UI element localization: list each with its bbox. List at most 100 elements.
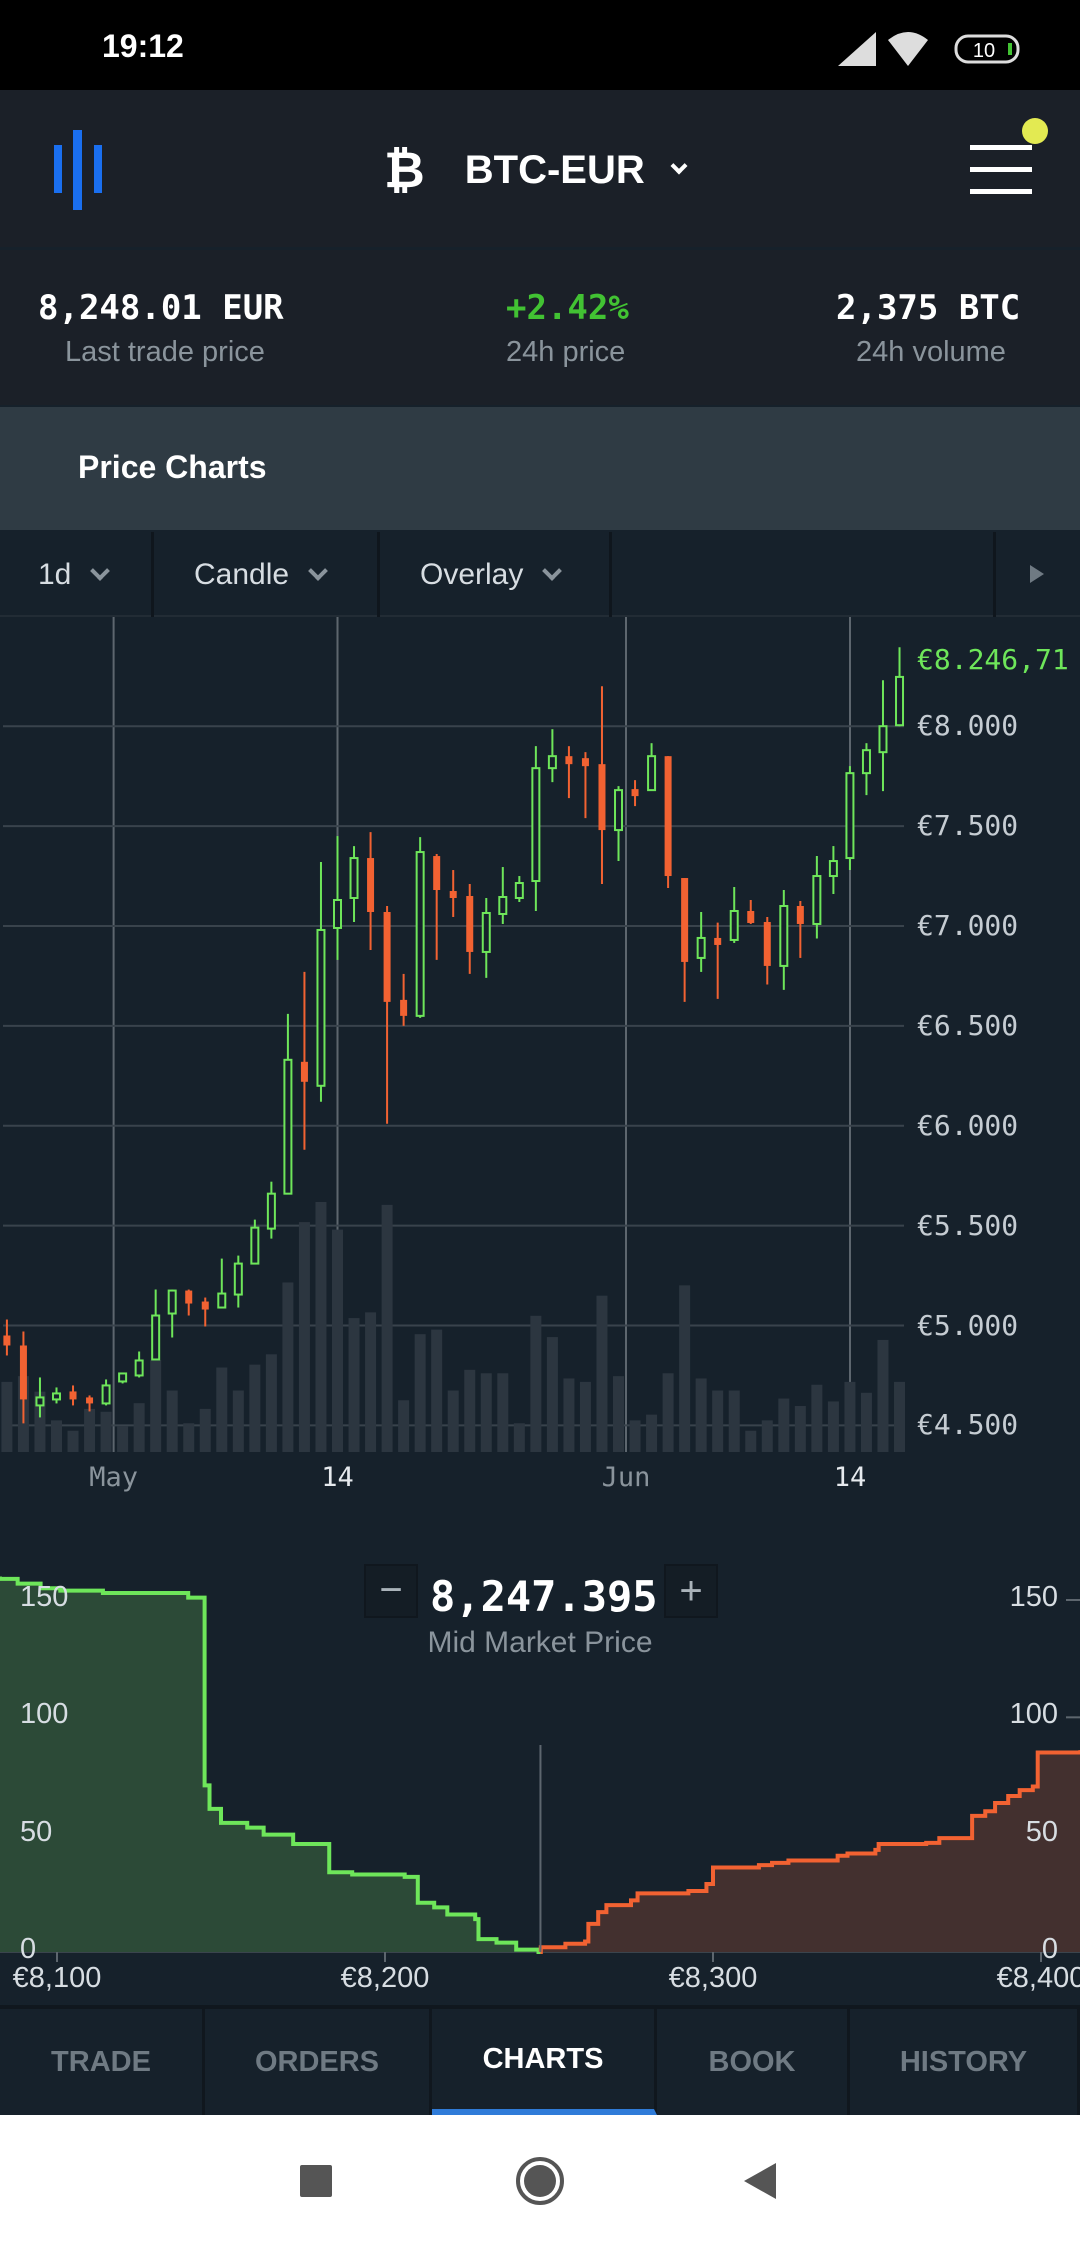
candle[interactable] [714, 922, 722, 999]
candle[interactable] [51, 1387, 61, 1404]
chevron-down-icon [90, 560, 111, 581]
tab-book[interactable]: BOOK [657, 2009, 850, 2115]
candle[interactable] [86, 1395, 94, 1412]
candle[interactable] [796, 901, 804, 958]
candle[interactable] [547, 729, 557, 783]
candle[interactable] [316, 862, 326, 1102]
chart-type-dropdown[interactable]: Candle [154, 532, 380, 617]
candle[interactable] [3, 1319, 11, 1356]
zoom-in-button[interactable]: + [664, 1564, 718, 1618]
recents-square-icon[interactable] [300, 2165, 332, 2197]
candle-body [367, 858, 375, 912]
candle[interactable] [433, 854, 441, 960]
candle[interactable] [349, 846, 359, 922]
candle[interactable] [217, 1258, 227, 1309]
candle-body [151, 1314, 161, 1361]
candle[interactable] [845, 766, 855, 871]
candle-body [729, 909, 739, 941]
candle[interactable] [763, 916, 771, 985]
volume-bar [365, 1312, 377, 1452]
candle[interactable] [614, 786, 624, 862]
signal-icon [838, 32, 876, 66]
candle[interactable] [101, 1379, 111, 1406]
zoom-out-button[interactable]: − [364, 1564, 418, 1618]
candle[interactable] [250, 1219, 260, 1265]
candle-body [812, 875, 822, 925]
candle[interactable] [400, 973, 408, 1026]
candle[interactable] [779, 890, 789, 990]
tab-orders[interactable]: ORDERS [205, 2009, 432, 2115]
depth-chart[interactable] [0, 1520, 1080, 2005]
candle[interactable] [696, 911, 706, 972]
candle[interactable] [300, 971, 308, 1150]
candle[interactable] [664, 756, 672, 889]
candle[interactable] [415, 837, 425, 1018]
candle[interactable] [878, 680, 888, 792]
mid-market-label: Mid Market Price [427, 1626, 653, 1659]
candle[interactable] [498, 867, 508, 924]
candlestick-chart[interactable] [0, 617, 1080, 1517]
candle[interactable] [514, 876, 524, 902]
candle[interactable] [383, 905, 391, 1124]
candle[interactable] [565, 746, 573, 799]
candle[interactable] [531, 746, 541, 911]
tab-history[interactable]: HISTORY [850, 2009, 1080, 2115]
overlay-dropdown[interactable]: Overlay [380, 532, 612, 617]
candle[interactable] [828, 846, 838, 895]
candle-body [283, 1058, 293, 1195]
candle[interactable] [895, 647, 905, 727]
candle[interactable] [35, 1377, 45, 1418]
candle[interactable] [233, 1255, 243, 1308]
candle[interactable] [118, 1372, 128, 1384]
candle-body [217, 1292, 227, 1309]
candle[interactable] [69, 1385, 77, 1406]
candle[interactable] [861, 743, 871, 796]
tab-trade[interactable]: TRADE [0, 2009, 205, 2115]
candle[interactable] [812, 856, 822, 939]
candle[interactable] [647, 743, 657, 792]
logo-bars-icon[interactable] [54, 130, 108, 210]
candle[interactable] [367, 832, 375, 950]
candle[interactable] [449, 870, 457, 917]
chevron-down-icon [542, 560, 563, 581]
stat-label: Last trade price [65, 336, 265, 368]
candle[interactable] [333, 836, 342, 960]
scroll-right-arrow-icon[interactable] [1030, 565, 1044, 583]
pair-selector[interactable]: ₿ BTC-EUR [384, 130, 688, 210]
candle[interactable] [631, 780, 639, 807]
tab-charts[interactable]: CHARTS [432, 2009, 657, 2115]
candle-body [631, 789, 639, 797]
candle[interactable] [747, 900, 755, 924]
candle-body [51, 1392, 61, 1401]
candle[interactable] [167, 1289, 177, 1338]
home-circle-icon[interactable] [516, 2157, 564, 2205]
android-nav-bar [0, 2115, 1080, 2246]
hamburger-menu-icon[interactable] [970, 145, 1032, 195]
volume-bar [183, 1423, 195, 1452]
candle-body [581, 758, 589, 767]
candle[interactable] [134, 1351, 144, 1378]
back-triangle-icon[interactable] [744, 2163, 776, 2199]
candle[interactable] [201, 1297, 209, 1327]
candle[interactable] [151, 1289, 161, 1361]
candle-body [895, 675, 905, 727]
candle[interactable] [466, 884, 474, 974]
candle-body [383, 911, 391, 1002]
candle[interactable] [598, 686, 606, 885]
volume-bar [315, 1202, 327, 1452]
candle[interactable] [19, 1331, 27, 1424]
candle-body [233, 1262, 243, 1296]
candle[interactable] [581, 752, 589, 819]
candle[interactable] [283, 1013, 293, 1195]
candle[interactable] [729, 887, 739, 943]
candle[interactable] [266, 1181, 276, 1239]
candle-body [481, 911, 491, 953]
candle[interactable] [481, 898, 491, 978]
depth-x-label: €8,300 [668, 1962, 758, 1994]
candle[interactable] [185, 1289, 193, 1316]
interval-dropdown[interactable]: 1d [0, 532, 154, 617]
depth-x-label: €8,100 [12, 1962, 102, 1994]
stat-label: 24h volume [856, 336, 1006, 368]
pair-label: BTC-EUR [464, 147, 645, 192]
candle[interactable] [681, 878, 689, 1002]
